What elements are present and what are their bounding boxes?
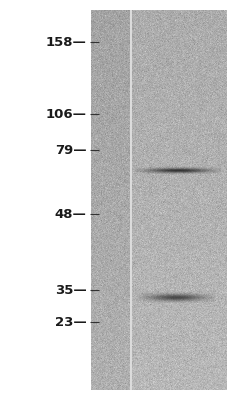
Text: 79—: 79— — [55, 144, 86, 156]
Text: 35—: 35— — [55, 284, 86, 296]
Text: 48—: 48— — [54, 208, 86, 220]
Text: 23—: 23— — [55, 316, 86, 328]
Text: 106—: 106— — [45, 108, 86, 120]
Text: 158—: 158— — [46, 36, 86, 48]
